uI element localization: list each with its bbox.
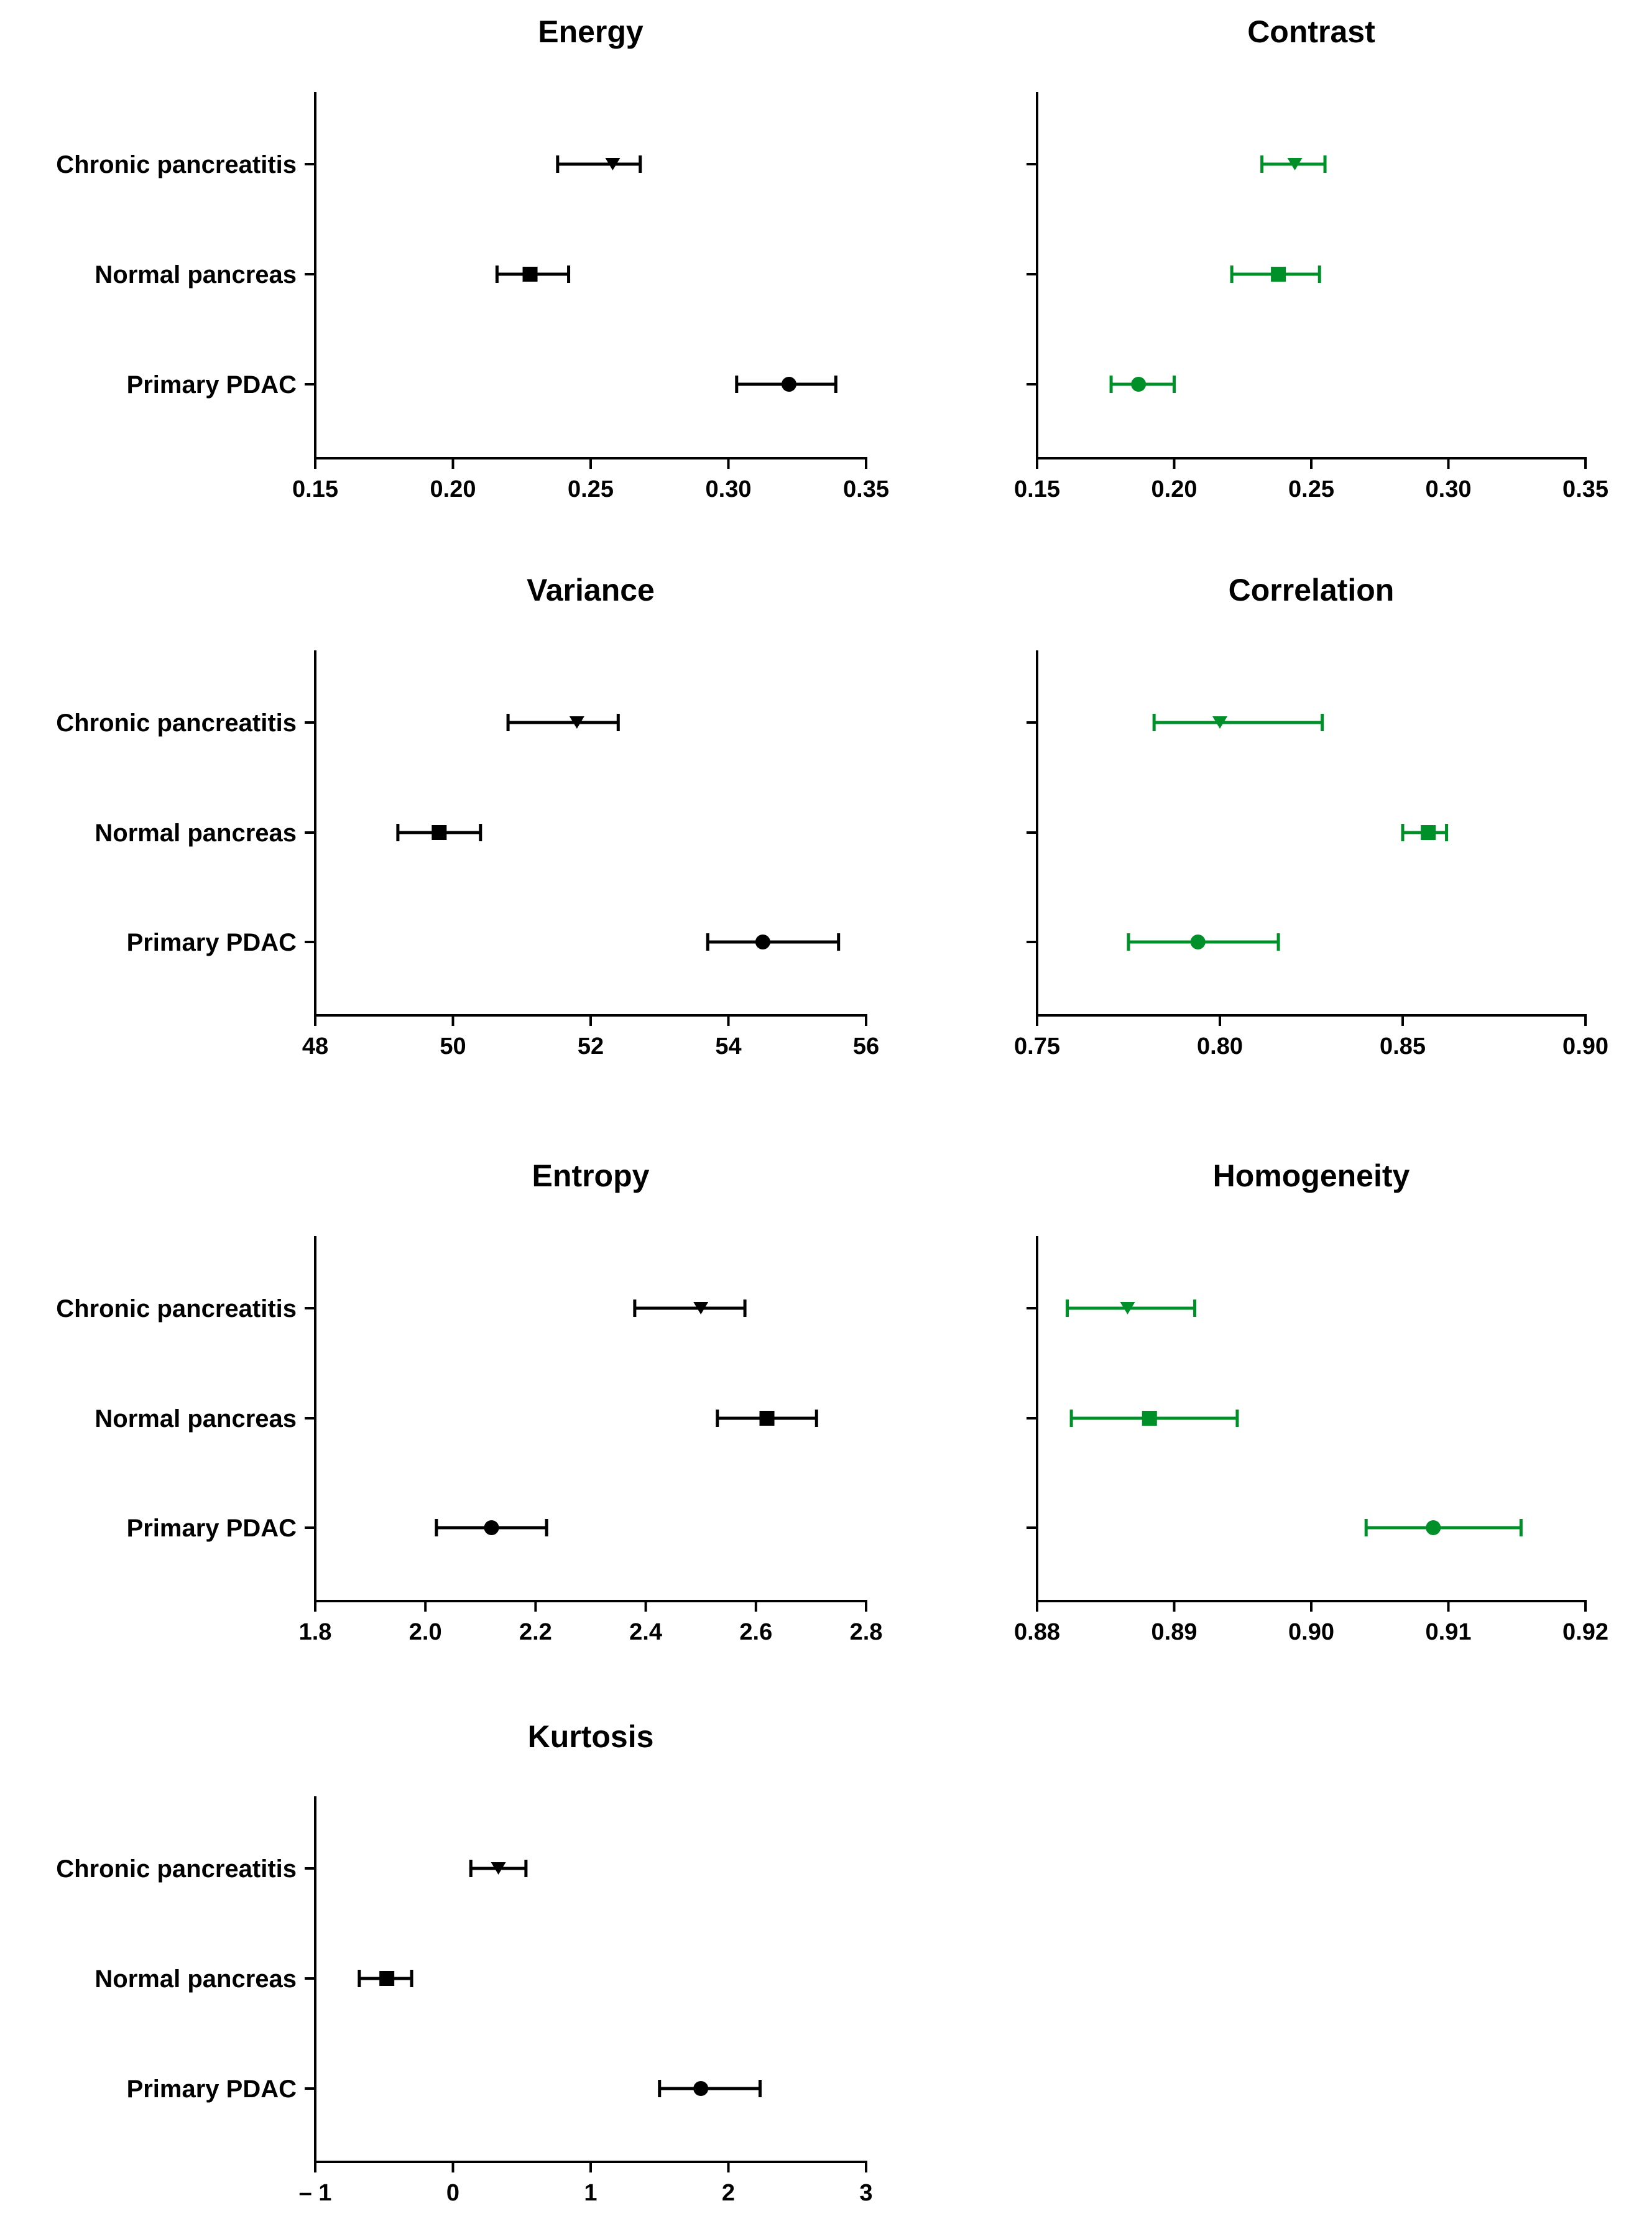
entropy-category-label-primary-pdac: Primary PDAC <box>127 1515 297 1542</box>
energy-category-label-normal-pancreas: Normal pancreas <box>95 261 297 289</box>
correlation-point-primary-pdac <box>1190 935 1206 949</box>
panel-contrast: Contrast 0.15 0.20 0.25 0.30 0.35 <box>1014 14 1608 502</box>
variance-category-label-chronic-pancreatitis: Chronic pancreatitis <box>56 709 297 737</box>
energy-category-label-chronic-pancreatitis: Chronic pancreatitis <box>56 151 297 178</box>
panel-kurtosis: Kurtosis – 1 0 1 2 3 Chronic pancreatitis Norma… <box>56 1719 872 2206</box>
energy-point-primary-pdac <box>781 377 796 392</box>
energy-x-tick-label: 0.20 <box>430 476 476 502</box>
homogeneity-title: Homogeneity <box>1213 1158 1410 1193</box>
variance-point-chronic-pancreatitis <box>569 716 584 729</box>
contrast-point-normal-pancreas <box>1271 267 1286 282</box>
kurtosis-x-tick-label: 1 <box>584 2180 597 2206</box>
correlation-x-tick-label: 0.80 <box>1197 1033 1243 1059</box>
variance-x-tick-label: 56 <box>853 1033 879 1059</box>
homogeneity-x-tick-label: 0.89 <box>1151 1619 1197 1645</box>
homogeneity-point-chronic-pancreatitis <box>1120 1302 1135 1314</box>
contrast-point-chronic-pancreatitis <box>1287 158 1303 170</box>
homogeneity-x-tick-label: 0.88 <box>1014 1619 1060 1645</box>
variance-category-label-primary-pdac: Primary PDAC <box>127 929 297 956</box>
kurtosis-point-primary-pdac <box>693 2081 709 2096</box>
kurtosis-x-tick-label: 2 <box>722 2180 735 2206</box>
correlation-point-chronic-pancreatitis <box>1212 716 1227 729</box>
correlation-errorbar-chronic-pancreatitis <box>1152 714 1324 731</box>
entropy-x-tick-label: 2.4 <box>629 1619 662 1645</box>
entropy-errorbar-chronic-pancreatitis <box>633 1300 747 1317</box>
entropy-title: Entropy <box>532 1158 650 1193</box>
kurtosis-x-tick-label: 3 <box>859 2180 872 2206</box>
entropy-x-tick-label: 1.8 <box>299 1619 332 1645</box>
energy-x-tick-label: 0.30 <box>706 476 752 502</box>
homogeneity-errorbar-primary-pdac <box>1364 1519 1523 1536</box>
panel-correlation: Correlation 0.75 0.80 0.85 0.90 <box>1014 573 1608 1059</box>
entropy-category-label-normal-pancreas: Normal pancreas <box>95 1405 297 1433</box>
correlation-x-tick-label: 0.90 <box>1562 1033 1608 1059</box>
contrast-x-tick-label: 0.30 <box>1426 476 1472 502</box>
variance-errorbar-chronic-pancreatitis <box>506 714 620 731</box>
homogeneity-x-tick-label: 0.92 <box>1562 1619 1608 1645</box>
variance-x-tick-label: 54 <box>715 1033 741 1059</box>
panel-energy: Energy 0.15 0.20 0.25 0.30 0.35 Chronic pancre… <box>56 14 889 502</box>
variance-point-primary-pdac <box>755 935 770 949</box>
kurtosis-title: Kurtosis <box>528 1719 654 1754</box>
variance-x-tick-label: 50 <box>440 1033 466 1059</box>
correlation-point-normal-pancreas <box>1421 825 1436 840</box>
energy-title: Energy <box>538 14 644 49</box>
contrast-x-tick-label: 0.25 <box>1288 476 1334 502</box>
panel-variance: Variance 48 50 52 54 56 Chronic pancreatitis No… <box>56 573 879 1059</box>
contrast-point-primary-pdac <box>1131 377 1147 392</box>
panel-entropy: Entropy 1.8 2.0 2.2 2.4 2.6 2.8 Chronic pancrea… <box>56 1158 882 1645</box>
energy-errorbar-chronic-pancreatitis <box>556 155 642 173</box>
entropy-x-tick-label: 2.8 <box>850 1619 883 1645</box>
variance-x-tick-label: 52 <box>578 1033 604 1059</box>
kurtosis-x-tick-label: – 1 <box>299 2180 332 2206</box>
correlation-title: Correlation <box>1229 573 1395 607</box>
kurtosis-point-normal-pancreas <box>379 1971 395 1986</box>
panel-homogeneity: Homogeneity 0.88 0.89 0.90 0.91 0.92 <box>1014 1158 1608 1645</box>
entropy-point-primary-pdac <box>484 1520 499 1535</box>
energy-category-label-primary-pdac: Primary PDAC <box>127 371 297 399</box>
kurtosis-category-label-primary-pdac: Primary PDAC <box>127 2075 297 2103</box>
correlation-x-tick-label: 0.75 <box>1014 1033 1060 1059</box>
entropy-x-tick-label: 2.2 <box>519 1619 552 1645</box>
homogeneity-x-tick-label: 0.90 <box>1288 1619 1334 1645</box>
homogeneity-point-primary-pdac <box>1426 1520 1441 1535</box>
contrast-x-tick-label: 0.35 <box>1562 476 1608 502</box>
variance-errorbar-primary-pdac <box>706 933 841 951</box>
entropy-point-chronic-pancreatitis <box>693 1302 709 1314</box>
energy-x-tick-label: 0.25 <box>568 476 614 502</box>
kurtosis-errorbar-primary-pdac <box>658 2080 762 2097</box>
contrast-x-tick-label: 0.15 <box>1014 476 1060 502</box>
kurtosis-category-label-chronic-pancreatitis: Chronic pancreatitis <box>56 1855 297 1883</box>
homogeneity-point-normal-pancreas <box>1142 1411 1157 1426</box>
entropy-x-tick-label: 2.6 <box>739 1619 772 1645</box>
kurtosis-x-tick-label: 0 <box>446 2180 459 2206</box>
entropy-category-label-chronic-pancreatitis: Chronic pancreatitis <box>56 1295 297 1323</box>
energy-point-normal-pancreas <box>522 267 538 282</box>
variance-point-normal-pancreas <box>431 825 447 840</box>
homogeneity-x-tick-label: 0.91 <box>1426 1619 1472 1645</box>
energy-point-chronic-pancreatitis <box>605 158 621 170</box>
kurtosis-point-chronic-pancreatitis <box>491 1862 506 1875</box>
contrast-title: Contrast <box>1247 14 1375 49</box>
variance-title: Variance <box>527 573 655 607</box>
contrast-x-tick-label: 0.20 <box>1151 476 1197 502</box>
entropy-x-tick-label: 2.0 <box>409 1619 442 1645</box>
entropy-point-normal-pancreas <box>759 1411 775 1426</box>
variance-x-tick-label: 48 <box>302 1033 328 1059</box>
variance-category-label-normal-pancreas: Normal pancreas <box>95 819 297 847</box>
correlation-x-tick-label: 0.85 <box>1380 1033 1426 1059</box>
kurtosis-category-label-normal-pancreas: Normal pancreas <box>95 1965 297 1993</box>
energy-x-tick-label: 0.15 <box>292 476 338 502</box>
energy-x-tick-label: 0.35 <box>843 476 889 502</box>
